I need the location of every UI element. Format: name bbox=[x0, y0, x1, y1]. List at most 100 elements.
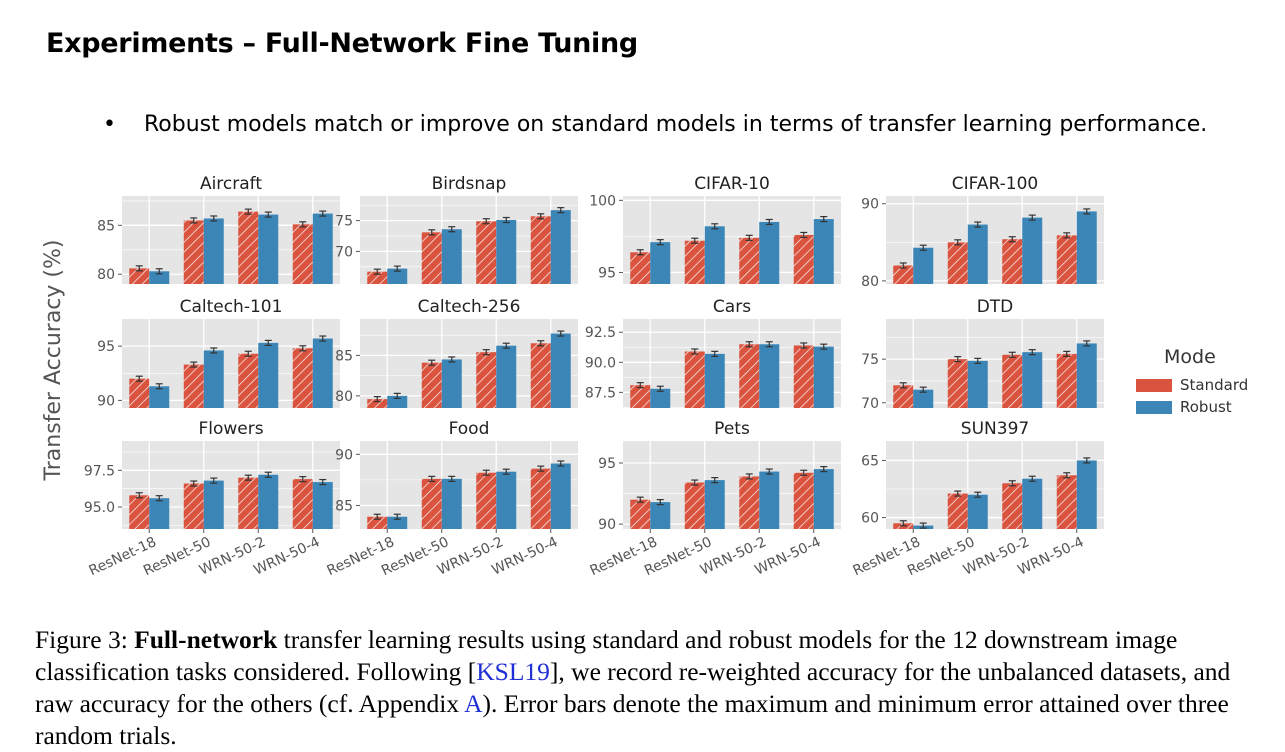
bar-standard-wrn-50-4 bbox=[1056, 475, 1077, 529]
y-tick-label: 100 bbox=[589, 193, 616, 209]
bar-standard-wrn-50-4 bbox=[793, 345, 814, 408]
appendix-link[interactable]: A bbox=[464, 689, 483, 718]
caption-bold: Full-network bbox=[134, 625, 278, 654]
bar-standard-resnet-18 bbox=[630, 499, 651, 529]
bar-standard-wrn-50-2 bbox=[238, 211, 259, 284]
bullet-text: Robust models match or improve on standa… bbox=[143, 112, 1208, 137]
y-tick-label: 60 bbox=[861, 511, 879, 527]
panel-flowers: 95.097.5FlowersResNet-18ResNet-50WRN-50-… bbox=[84, 419, 340, 579]
bar-standard-wrn-50-2 bbox=[739, 344, 760, 408]
bar-robust-wrn-50-2 bbox=[258, 214, 279, 284]
y-tick-label: 90 bbox=[335, 447, 353, 463]
panel-cifar-100: 80 90 CIFAR-100 bbox=[861, 174, 1104, 290]
bar-robust-resnet-50 bbox=[441, 478, 462, 529]
panel-cifar-10: 95 100 CIFAR-10 bbox=[589, 174, 841, 284]
bar-robust-wrn-50-4 bbox=[813, 219, 834, 284]
legend-label-robust: Robust bbox=[1180, 398, 1232, 416]
bar-standard-resnet-50 bbox=[947, 242, 968, 284]
bar-standard-wrn-50-2 bbox=[476, 352, 497, 408]
bar-robust-resnet-50 bbox=[203, 350, 224, 408]
bar-standard-resnet-18 bbox=[630, 385, 651, 408]
bar-robust-resnet-50 bbox=[203, 480, 224, 529]
bar-robust-resnet-50 bbox=[967, 360, 988, 408]
y-tick-label: 95.0 bbox=[84, 500, 115, 516]
y-tick-label: 65 bbox=[861, 453, 879, 469]
legend-label-standard: Standard bbox=[1180, 376, 1249, 394]
bar-robust-wrn-50-4 bbox=[550, 333, 571, 408]
y-tick-label: 85 bbox=[335, 498, 353, 514]
bar-robust-resnet-18 bbox=[387, 268, 408, 284]
panel-title: CIFAR-100 bbox=[952, 174, 1038, 194]
bar-robust-wrn-50-2 bbox=[258, 342, 279, 408]
bar-robust-wrn-50-4 bbox=[312, 482, 333, 529]
bar-standard-wrn-50-4 bbox=[1056, 353, 1077, 408]
panel-aircraft: 80 85 Aircraft bbox=[97, 174, 340, 284]
y-tick-label: 70 bbox=[335, 244, 353, 260]
panel-food: 8590FoodResNet-18ResNet-50WRN-50-2WRN-50… bbox=[325, 419, 578, 579]
panel-title: Flowers bbox=[198, 419, 263, 439]
y-tick-label: 80 bbox=[335, 389, 353, 405]
y-tick-label: 85 bbox=[335, 348, 353, 364]
y-tick-label: 95 bbox=[97, 339, 115, 355]
bar-standard-resnet-50 bbox=[183, 364, 204, 408]
bar-robust-wrn-50-2 bbox=[258, 474, 279, 529]
bar-standard-resnet-18 bbox=[367, 271, 388, 284]
bar-robust-resnet-18 bbox=[149, 498, 170, 529]
bar-robust-resnet-50 bbox=[203, 218, 224, 284]
bar-standard-wrn-50-4 bbox=[292, 348, 313, 408]
bar-standard-wrn-50-2 bbox=[1002, 483, 1023, 529]
bar-robust-wrn-50-2 bbox=[496, 345, 517, 408]
bar-robust-resnet-18 bbox=[387, 516, 408, 529]
bar-robust-wrn-50-4 bbox=[312, 338, 333, 408]
bar-standard-resnet-18 bbox=[367, 516, 388, 529]
legend-item-standard: Standard bbox=[1136, 374, 1248, 396]
panel-cars: 87.5 90.0 92.5 Cars bbox=[585, 297, 841, 408]
panel-caltech-256: 80 85 Caltech-256 bbox=[335, 297, 578, 408]
bar-robust-wrn-50-4 bbox=[312, 213, 333, 284]
panel-title: Cars bbox=[713, 297, 751, 317]
y-tick-label: 90 bbox=[598, 517, 616, 533]
bar-robust-resnet-50 bbox=[967, 224, 988, 284]
bar-standard-resnet-50 bbox=[421, 362, 442, 408]
bar-standard-resnet-50 bbox=[947, 359, 968, 408]
bar-standard-wrn-50-4 bbox=[530, 468, 551, 529]
bar-standard-wrn-50-2 bbox=[476, 472, 497, 529]
bar-standard-resnet-50 bbox=[421, 478, 442, 529]
panel-title: Aircraft bbox=[200, 174, 262, 194]
y-tick-label: 85 bbox=[97, 218, 115, 234]
bar-standard-resnet-18 bbox=[893, 385, 914, 408]
bar-robust-resnet-50 bbox=[441, 359, 462, 408]
bar-standard-resnet-50 bbox=[183, 220, 204, 284]
bar-robust-resnet-18 bbox=[913, 247, 934, 284]
panel-title: Caltech-256 bbox=[418, 297, 521, 317]
y-tick-label: 92.5 bbox=[585, 325, 616, 341]
bar-robust-resnet-50 bbox=[441, 229, 462, 284]
panel-title: DTD bbox=[977, 297, 1014, 317]
panel-pets: 9095PetsResNet-18ResNet-50WRN-50-2WRN-50… bbox=[588, 419, 841, 579]
bar-robust-resnet-50 bbox=[967, 494, 988, 529]
bar-robust-wrn-50-2 bbox=[1022, 478, 1043, 529]
bar-robust-wrn-50-4 bbox=[813, 346, 834, 408]
bar-robust-resnet-18 bbox=[650, 502, 671, 529]
bar-robust-wrn-50-2 bbox=[759, 344, 780, 408]
y-tick-label: 90 bbox=[861, 197, 879, 213]
bar-standard-resnet-18 bbox=[129, 268, 150, 284]
y-tick-label: 75 bbox=[861, 352, 879, 368]
bar-standard-wrn-50-2 bbox=[739, 237, 760, 284]
legend-title: Mode bbox=[1164, 346, 1216, 368]
bar-standard-resnet-18 bbox=[129, 378, 150, 408]
bullet-marker: • bbox=[103, 112, 116, 137]
panel-dtd: 70 75 DTD bbox=[861, 297, 1104, 412]
legend-swatch-robust bbox=[1136, 400, 1172, 414]
y-tick-label: 95 bbox=[598, 456, 616, 472]
bar-robust-resnet-50 bbox=[704, 353, 725, 408]
y-tick-label: 90.0 bbox=[585, 355, 616, 371]
bar-standard-wrn-50-2 bbox=[1002, 354, 1023, 408]
y-tick-label: 95 bbox=[598, 265, 616, 281]
panel-title: Pets bbox=[714, 419, 750, 439]
bar-standard-wrn-50-2 bbox=[739, 476, 760, 529]
caption-text-2: ], we record re-weighted accuracy for th… bbox=[35, 657, 1231, 718]
citation-link[interactable]: KSL19 bbox=[476, 657, 550, 686]
bar-robust-wrn-50-4 bbox=[813, 469, 834, 529]
bar-standard-resnet-50 bbox=[684, 482, 705, 529]
